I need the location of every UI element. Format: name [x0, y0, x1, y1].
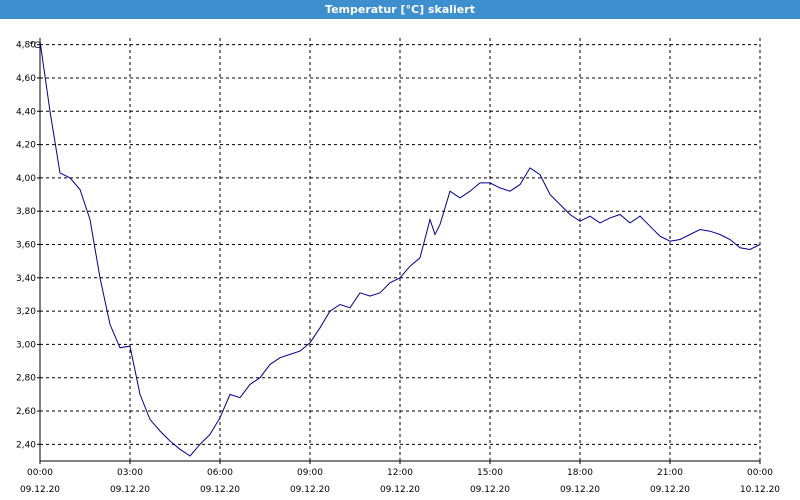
y-tick-label: 4,00 — [16, 174, 36, 184]
x-tick-date-label: 09.12.20 — [470, 485, 510, 495]
x-tick-time-label: 00:00 — [747, 468, 773, 478]
y-tick-label: 2,40 — [16, 440, 36, 450]
x-tick-time-label: 03:00 — [117, 468, 143, 478]
x-tick-time-label: 09:00 — [297, 468, 323, 478]
window-title-bar: Temperatur [°C] skaliert — [0, 0, 800, 19]
y-tick-label: 2,60 — [16, 407, 36, 417]
y-tick-label: 2,80 — [16, 374, 36, 384]
y-tick-label: 3,00 — [16, 340, 36, 350]
x-tick-time-label: 00:00 — [27, 468, 53, 478]
x-tick-date-label: 10.12.20 — [740, 485, 780, 495]
y-tick-label: 3,80 — [16, 207, 36, 217]
y-axis-unit-label: °C — [29, 41, 40, 51]
x-tick-time-label: 21:00 — [657, 468, 683, 478]
x-tick-time-label: 18:00 — [567, 468, 593, 478]
x-tick-date-label: 09.12.20 — [650, 485, 690, 495]
x-tick-time-label: 15:00 — [477, 468, 503, 478]
x-tick-date-label: 09.12.20 — [380, 485, 420, 495]
temperature-chart: °C 2,40 2,60 2,80 3,00 3,20 3,40 3,60 3,80 4,00 4… — [16, 38, 780, 495]
y-tick-label: 3,20 — [16, 307, 36, 317]
y-tick-label: 4,80 — [16, 41, 36, 51]
x-tick-date-label: 09.12.20 — [110, 485, 150, 495]
x-tick-date-label: 09.12.20 — [20, 485, 60, 495]
x-tick-date-label: 09.12.20 — [200, 485, 240, 495]
x-tick-date-label: 09.12.20 — [290, 485, 330, 495]
y-tick-label: 4,20 — [16, 141, 36, 151]
x-tick-date-label: 09.12.20 — [560, 485, 600, 495]
y-tick-label: 4,40 — [16, 107, 36, 117]
x-tick-time-label: 12:00 — [387, 468, 413, 478]
x-tick-time-label: 06:00 — [207, 468, 233, 478]
y-tick-label: 4,60 — [16, 74, 36, 84]
y-axis-ticks: 2,40 2,60 2,80 3,00 3,20 3,40 3,60 3,80 4,00 4,20… — [16, 41, 40, 450]
y-tick-label: 3,60 — [16, 241, 36, 251]
series-line — [39, 41, 761, 457]
y-tick-label: 3,40 — [16, 274, 36, 284]
x-axis-ticks: 00:00 09.12.20 03:00 09.12.20 06:00 09.12.20 0… — [20, 461, 780, 495]
window-title: Temperatur [°C] skaliert — [325, 3, 475, 16]
gridlines — [40, 38, 761, 461]
